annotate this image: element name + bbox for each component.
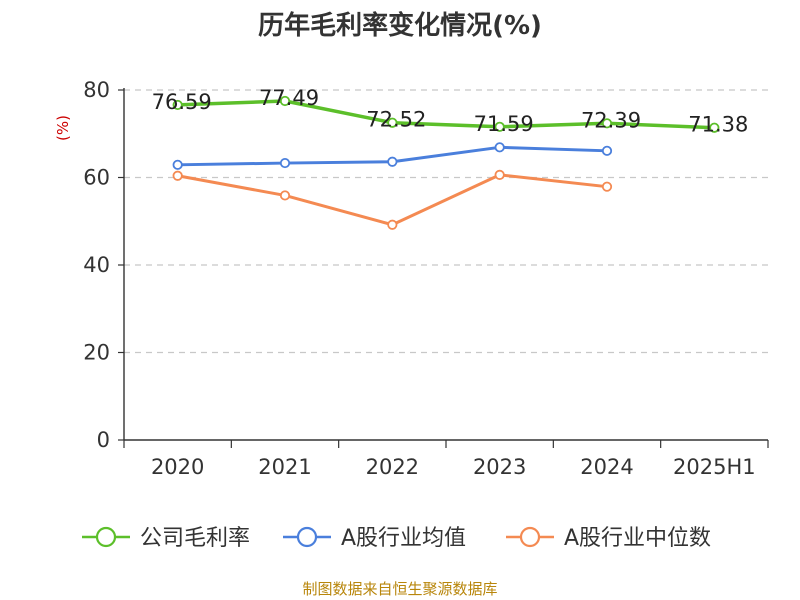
legend-marker [296,526,318,548]
data-label: 77.49 [259,86,319,110]
series-point-0 [601,118,613,129]
x-tick-labels: 2020 2021 2022 2023 2024 2025H1 [151,455,756,479]
x-tick-label: 2025H1 [673,455,756,479]
series-point-1 [172,159,183,170]
series-point-0 [279,95,291,107]
series-point-2 [387,219,398,230]
grid-lines [124,89,768,354]
data-label: 71.38 [688,113,748,137]
series-point-0 [172,99,183,111]
source-note: 制图数据来自恒生聚源数据库 [302,580,497,598]
x-tick-label: 2022 [366,455,419,479]
series-line-0 [177,99,715,130]
data-label: 71.59 [474,112,534,136]
y-tick-labels: 0 20 40 60 80 [83,78,110,452]
chart-title: 历年毛利率变化情况(%) [258,10,542,41]
series-point-2 [172,170,183,181]
data-label: 72.39 [581,108,641,132]
series-point-0 [709,122,720,133]
legend-entry: A股行业均值 [341,526,466,551]
series-line-2 [177,173,608,227]
data-label: 72.52 [366,108,426,132]
x-tick-label: 2021 [258,455,311,479]
series-point-2 [494,169,505,180]
legend-marker [519,526,541,548]
y-tick-label: 60 [83,166,110,190]
y-axis-label: (%) [54,115,72,141]
y-tick-label: 80 [83,78,110,102]
series-point-0 [494,121,505,132]
legend: 公司毛利率 A股行业均值 A股行业中位数 [82,526,711,551]
x-tick-label: 2023 [473,455,526,479]
y-tick-label: 0 [97,428,110,452]
y-tick-label: 40 [83,253,110,277]
series-point-1 [387,156,398,167]
series-group [172,95,720,230]
legend-entry: A股行业中位数 [564,526,711,551]
series-point-2 [279,190,291,201]
data-label: 76.59 [152,90,212,114]
axes [118,88,769,448]
x-tick-label: 2020 [151,455,204,479]
series-point-1 [494,142,505,153]
legend-entry: 公司毛利率 [140,526,250,551]
x-tick-label: 2024 [580,455,633,479]
y-tick-label: 20 [83,341,110,365]
data-labels: 76.59 77.49 72.52 71.59 72.39 71.38 [152,86,749,137]
series-point-2 [601,181,613,192]
series-point-0 [387,117,398,128]
series-point-1 [601,145,613,156]
series-point-1 [279,157,291,169]
legend-marker [95,526,117,548]
